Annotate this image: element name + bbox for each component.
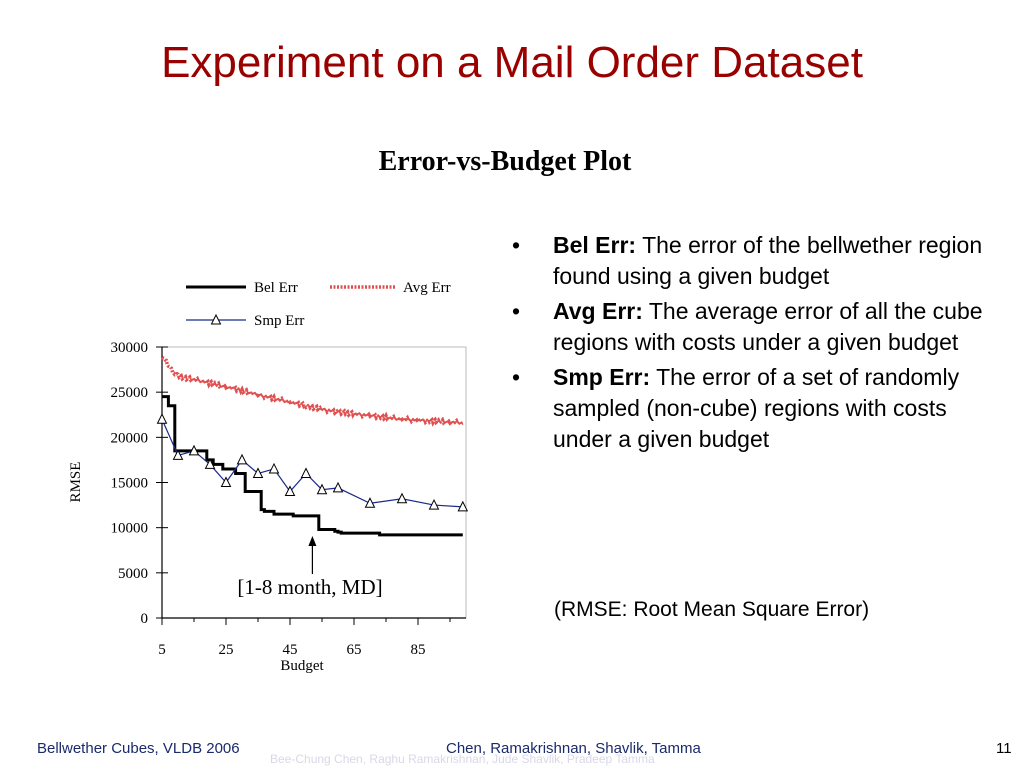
series-smp-err (156, 413, 469, 512)
legend-label: Avg Err (403, 280, 451, 296)
y-tick-label: 25000 (111, 385, 149, 401)
x-tick-label: 85 (411, 642, 426, 658)
smp-err-marker (332, 481, 344, 493)
y-tick-label: 20000 (111, 430, 149, 446)
x-axis-label: Budget (280, 658, 324, 674)
y-tick-label: 5000 (118, 566, 148, 582)
definition-list: • Bel Err: The error of the bellwether r… (507, 230, 987, 459)
slide-title: Experiment on a Mail Order Dataset (161, 38, 863, 87)
footer-authors: Chen, Ramakrishnan, Shavlik, Tamma (446, 740, 701, 757)
bullet-dot: • (512, 232, 521, 258)
smp-err-marker (252, 467, 264, 478)
bullet-term: Bel Err: (553, 232, 637, 258)
smp-err-marker (457, 500, 469, 512)
x-tick-label: 5 (158, 642, 166, 658)
bullet-dot: • (512, 364, 521, 390)
annotation-arrowhead (308, 536, 317, 546)
smp-err-marker (316, 483, 328, 495)
series-bel-err (162, 395, 463, 537)
bullet-dot: • (512, 298, 521, 324)
y-tick-label: 0 (141, 611, 149, 627)
x-tick-label: 65 (347, 642, 362, 658)
bullet-bel-err: • Bel Err: The error of the bellwether r… (507, 230, 987, 292)
smp-err-marker (172, 449, 184, 460)
legend-marker-smp-err (210, 313, 222, 325)
x-tick-label: 45 (283, 642, 298, 658)
smp-err-marker (188, 444, 200, 456)
legend-label: Smp Err (254, 313, 304, 329)
y-tick-label: 10000 (111, 521, 149, 537)
bullet-text: The error of the bellwether region found… (553, 232, 983, 289)
smp-err-marker (396, 492, 408, 504)
smp-err-marker (300, 467, 312, 478)
bullet-term: Avg Err: (553, 298, 643, 324)
avg-err-line (161, 356, 464, 428)
smp-err-marker (156, 413, 168, 424)
smp-err-marker (364, 497, 376, 508)
annotation-label: [1-8 month, MD] (237, 575, 382, 599)
bullet-text: The error of a set of randomly sampled (… (553, 364, 960, 452)
x-tick-label: 25 (219, 642, 234, 658)
smp-err-marker (428, 498, 440, 510)
y-axis-label: RMSE (68, 462, 84, 503)
y-tick-label: 15000 (111, 476, 149, 492)
smp-err-marker (236, 453, 248, 465)
bel-err-line (162, 395, 463, 537)
smp-err-marker (220, 476, 232, 487)
bullet-smp-err: • Smp Err: The error of a set of randoml… (507, 362, 987, 455)
bullet-text: The average error of all the cube region… (553, 298, 983, 355)
footer-conference: Bellwether Cubes, VLDB 2006 (37, 740, 240, 757)
smp-err-line (161, 419, 463, 508)
legend-label: Bel Err (254, 280, 298, 296)
rmse-note: (RMSE: Root Mean Square Error) (554, 598, 870, 621)
y-tick-label: 30000 (111, 340, 149, 356)
series-avg-err (161, 356, 464, 428)
smp-err-marker (268, 462, 280, 474)
chart-title: Error-vs-Budget Plot (378, 146, 632, 177)
smp-err-marker (204, 458, 216, 469)
smp-err-marker (284, 485, 296, 497)
bullet-avg-err: • Avg Err: The average error of all the … (507, 296, 987, 358)
bullet-term: Smp Err: (553, 364, 651, 390)
page-number: 11 (996, 740, 1012, 757)
watermark: Bee-Chung Chen, Raghu Ramakrishnan, Jude… (270, 752, 655, 766)
